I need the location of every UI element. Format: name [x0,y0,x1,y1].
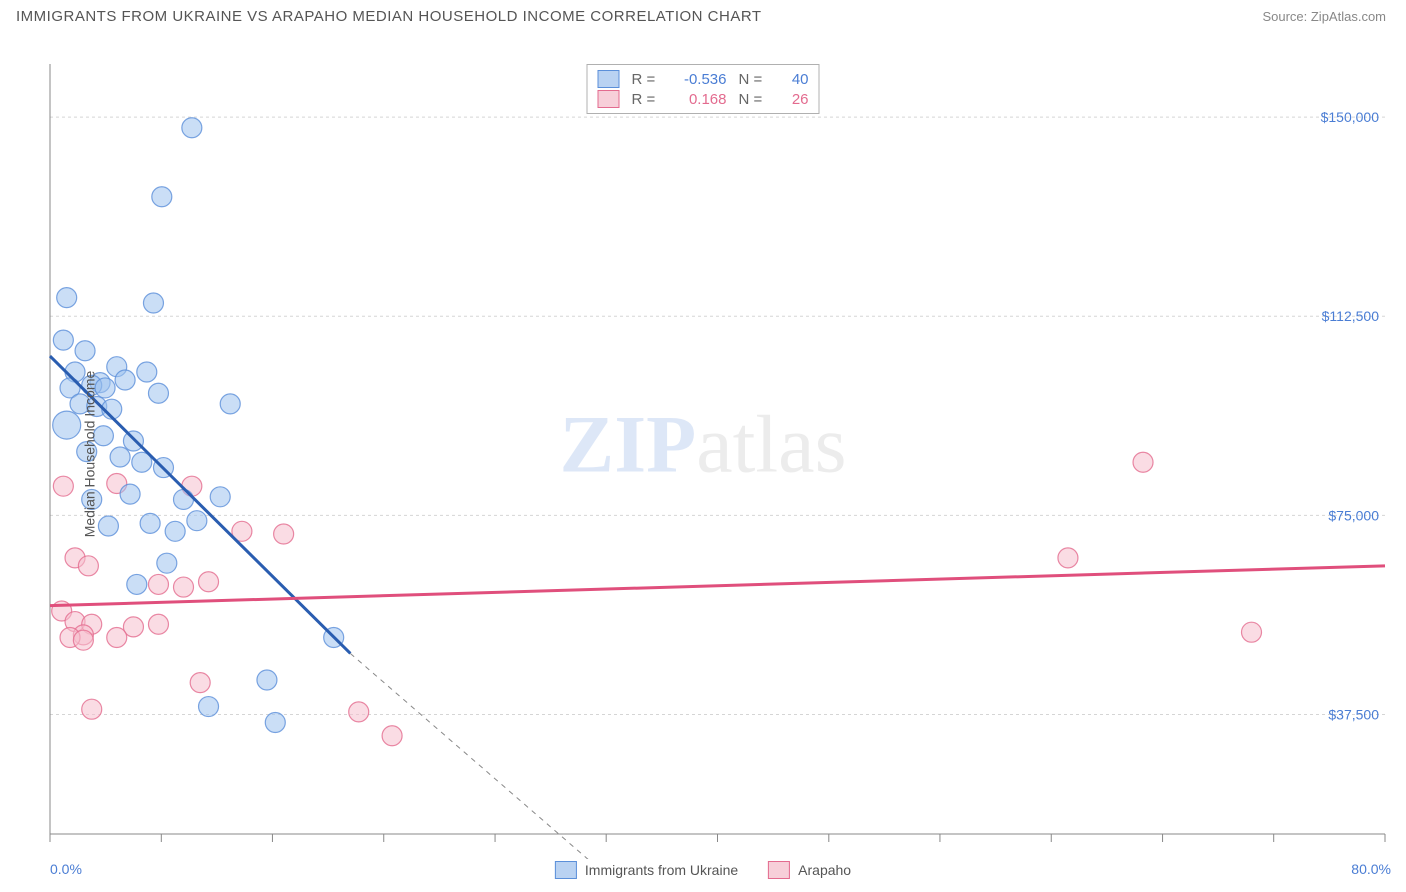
svg-text:$150,000: $150,000 [1321,109,1380,125]
chart-title: IMMIGRANTS FROM UKRAINE VS ARAPAHO MEDIA… [16,8,762,25]
x-max-label: 80.0% [1351,861,1391,877]
legend-stats-box: R = -0.536 N = 40 R = 0.168 N = 26 [587,64,820,114]
svg-text:$37,500: $37,500 [1328,707,1379,723]
n-label: N = [739,91,767,108]
r-value: -0.536 [672,71,727,88]
r-value: 0.168 [672,91,727,108]
legend-swatch [598,70,620,88]
y-axis-label: Median Household Income [81,371,97,538]
legend-stats-row: R = 0.168 N = 26 [598,90,809,108]
svg-text:$75,000: $75,000 [1328,507,1379,523]
x-min-label: 0.0% [50,861,82,877]
n-value: 40 [779,71,809,88]
n-label: N = [739,71,767,88]
r-label: R = [632,71,660,88]
plot-area: Median Household Income $37,500 $75,000 $1… [0,29,1406,879]
svg-text:$112,500: $112,500 [1322,308,1380,324]
r-label: R = [632,91,660,108]
legend-swatch [598,90,620,108]
legend-stats-row: R = -0.536 N = 40 [598,70,809,88]
scatter-chart: $37,500 $75,000 $112,500 $150,000 [0,29,1406,859]
n-value: 26 [779,91,809,108]
chart-source: Source: ZipAtlas.com [1262,9,1386,24]
x-axis-labels: 0.0% 80.0% [50,861,1391,877]
